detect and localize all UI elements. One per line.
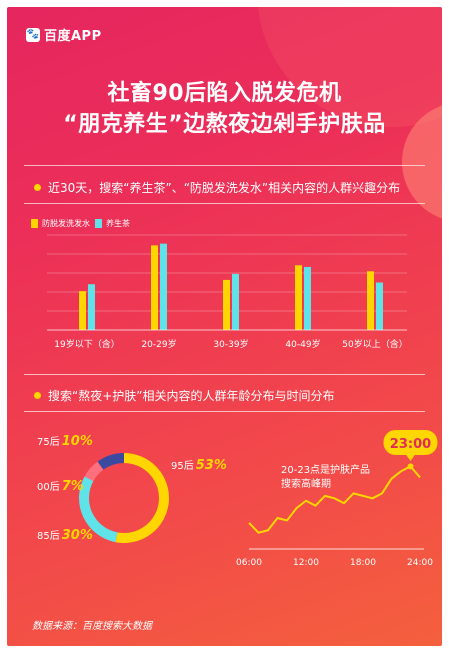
section1-title-text: 近30天，搜索“养生茶”、“防脱发洗发水”相关内容的人群兴趣分布 [48, 181, 401, 195]
section2-title: 搜索“熬夜+护肤”相关内容的人群年龄分布与时间分布 [34, 387, 335, 404]
x-tick-label: 30-39岁 [213, 338, 248, 350]
bar [376, 282, 383, 330]
x-tick-label: 18:00 [350, 558, 376, 568]
donut-slice [97, 453, 125, 470]
donut-label-95: 95后 53% [171, 458, 227, 473]
divider [24, 165, 425, 166]
bar [88, 284, 95, 330]
legend-swatch-cyan [95, 219, 102, 228]
section1-title: 近30天，搜索“养生茶”、“防脱发洗发水”相关内容的人群兴趣分布 [34, 179, 400, 196]
bar [151, 245, 158, 330]
x-tick-label: 12:00 [293, 558, 319, 568]
donut-label-85: 85后 30% [37, 528, 93, 543]
divider [24, 374, 425, 375]
headline-line2: “朋克养生”边熬夜边剁手护肤品 [63, 112, 386, 137]
bar [295, 265, 302, 330]
divider [24, 411, 425, 412]
headline-line1: 社畜90后陷入脱发危机 [107, 81, 342, 106]
peak-badge-text: 23:00 [390, 437, 431, 452]
donut-label-00: 00后 7% [37, 479, 84, 494]
time-series-line [248, 465, 421, 534]
donut-slice [79, 476, 118, 543]
bullet-dot [34, 392, 41, 399]
donut-percent-value: 30% [61, 528, 93, 543]
divider [24, 203, 425, 204]
bar [79, 291, 86, 330]
bullet-dot [34, 184, 41, 191]
donut-slice [84, 461, 104, 482]
x-tick-label: 19岁以下（含） [54, 338, 119, 350]
age-interest-bar-chart: 19岁以下（含） 20-29岁 30-39岁 40-49岁 50岁以上（含） [47, 234, 408, 350]
age-donut-chart [79, 453, 169, 543]
donut-percent-value: 7% [61, 479, 84, 494]
baidu-paw-icon: 🐾 [26, 27, 40, 42]
annotation-line1: 20-23点是护肤产品 [281, 463, 370, 476]
legend-label: 养生茶 [106, 219, 130, 228]
brand-logo: 🐾 百度APP [26, 25, 102, 44]
donut-percent-value: 53% [195, 458, 227, 473]
legend-swatch-yellow [31, 219, 38, 228]
x-tick-label: 40-49岁 [285, 338, 320, 350]
time-distribution-line-chart: 06:00 12:00 18:00 24:00 23:00 20-23点是护肤产品搜索高峰… [236, 430, 438, 568]
bar [304, 266, 311, 330]
legend-label: 防脱发洗发水 [42, 219, 90, 228]
x-tick-label: 50岁以上（含） [342, 338, 407, 350]
x-tick-label: 06:00 [236, 558, 262, 568]
peak-marker [407, 463, 414, 470]
x-tick-label: 20-29岁 [141, 338, 176, 350]
donut-label-75: 75后 10% [37, 434, 93, 449]
bar [223, 279, 230, 330]
peak-badge-pointer [405, 454, 416, 461]
legend-item-series1: 防脱发洗发水 [31, 218, 90, 229]
legend-item-series2: 养生茶 [95, 218, 130, 229]
donut-slice [115, 453, 169, 543]
bar [160, 243, 167, 330]
bar [367, 271, 374, 330]
x-tick-label: 24:00 [407, 558, 433, 568]
annotation-line2: 搜索高峰期 [281, 477, 331, 490]
section2-title-text: 搜索“熬夜+护肤”相关内容的人群年龄分布与时间分布 [48, 389, 335, 403]
brand-name: 百度APP [44, 29, 102, 44]
peak-badge [383, 430, 438, 455]
infographic-poster: 🐾 百度APP 社畜90后陷入脱发危机 “朋克养生”边熬夜边剁手护肤品 近30天… [7, 7, 442, 646]
donut-percent-value: 10% [61, 434, 93, 449]
data-source: 数据来源：百度搜索大数据 [32, 621, 152, 632]
bar [232, 273, 239, 330]
